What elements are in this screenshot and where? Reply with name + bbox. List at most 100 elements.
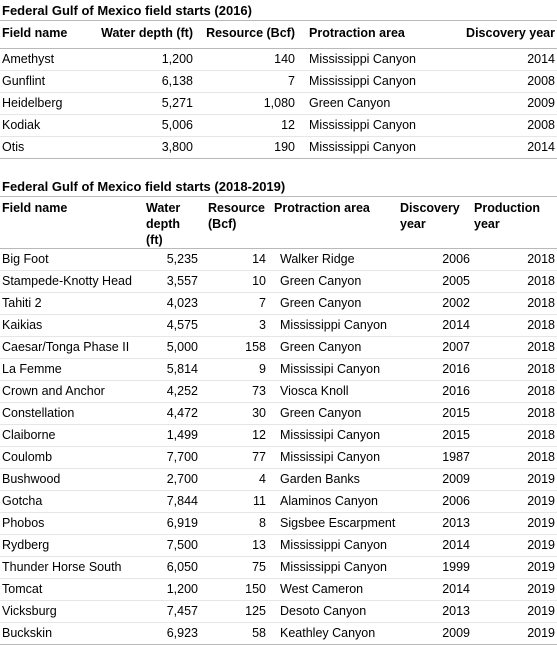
- cell-discovery-year: 2014: [398, 534, 472, 557]
- cell-production-year: 2019: [472, 556, 557, 579]
- cell-resource: 4: [202, 468, 272, 491]
- header-water-depth: Water depth (ft): [101, 26, 193, 40]
- table-row: Stampede-Knotty Head 3,557 10 Green Canyon 2…: [0, 270, 557, 293]
- cell-discovery-year: 1987: [398, 446, 472, 469]
- cell-water-depth: 7,700: [140, 446, 202, 469]
- cell-water-depth: 5,271: [92, 92, 195, 115]
- cell-field-name: Kaikias: [0, 314, 140, 337]
- table-row: Phobos 6,919 8 Sigsbee Escarpment 2013 2019: [0, 512, 557, 535]
- cell-discovery-year: 1999: [398, 556, 472, 579]
- cell-discovery-year: 2009: [422, 92, 557, 115]
- header-production-year: Production year: [474, 201, 540, 231]
- cell-field-name: Coulomb: [0, 446, 140, 469]
- cell-water-depth: 3,557: [140, 270, 202, 293]
- cell-protraction-area: Green Canyon: [272, 336, 398, 359]
- table-2016-header-row: Field name Water depth (ft) Resource (Bc…: [0, 21, 557, 48]
- table-2016: Field name Water depth (ft) Resource (Bc…: [0, 21, 557, 159]
- cell-resource: 11: [202, 490, 272, 513]
- table-row: Tomcat 1,200 150 West Cameron 2014 2019: [0, 578, 557, 601]
- table-row: Tahiti 2 4,023 7 Green Canyon 2002 2018: [0, 292, 557, 315]
- cell-discovery-year: 2014: [422, 136, 557, 159]
- table-row: Vicksburg 7,457 125 Desoto Canyon 2013 2019: [0, 600, 557, 623]
- cell-protraction-area: Viosca Knoll: [272, 380, 398, 403]
- cell-protraction-area: Mississippi Canyon: [272, 556, 398, 579]
- cell-resource: 7: [195, 70, 297, 93]
- cell-field-name: La Femme: [0, 358, 140, 381]
- cell-water-depth: 6,919: [140, 512, 202, 535]
- cell-resource: 10: [202, 270, 272, 293]
- cell-production-year: 2019: [472, 578, 557, 601]
- cell-protraction-area: Green Canyon: [297, 92, 422, 115]
- cell-production-year: 2018: [472, 358, 557, 381]
- table-row: Heidelberg 5,271 1,080 Green Canyon 2009: [0, 92, 557, 115]
- cell-protraction-area: Mississippi Canyon: [272, 534, 398, 557]
- cell-field-name: Tahiti 2: [0, 292, 140, 315]
- cell-discovery-year: 2016: [398, 358, 472, 381]
- cell-water-depth: 2,700: [140, 468, 202, 491]
- cell-water-depth: 7,457: [140, 600, 202, 623]
- table-2018-2019: Field name Water depth (ft) Resource (Bcf) Pr…: [0, 197, 557, 645]
- table-row: Constellation 4,472 30 Green Canyon 2015 2018: [0, 402, 557, 425]
- table-row: Amethyst 1,200 140 Mississippi Canyon 2014: [0, 48, 557, 71]
- cell-protraction-area: Mississippi Canyon: [297, 70, 422, 93]
- cell-water-depth: 1,200: [92, 48, 195, 71]
- header-discovery-year: Discovery year: [400, 201, 460, 231]
- cell-discovery-year: 2006: [398, 248, 472, 271]
- cell-discovery-year: 2002: [398, 292, 472, 315]
- table-row: Gunflint 6,138 7 Mississippi Canyon 2008: [0, 70, 557, 93]
- cell-discovery-year: 2013: [398, 512, 472, 535]
- cell-resource: 3: [202, 314, 272, 337]
- table-row: Caesar/Tonga Phase II 5,000 158 Green Canyo…: [0, 336, 557, 359]
- cell-production-year: 2018: [472, 248, 557, 271]
- cell-discovery-year: 2014: [398, 314, 472, 337]
- cell-discovery-year: 2015: [398, 402, 472, 425]
- cell-resource: 190: [195, 136, 297, 159]
- cell-protraction-area: Sigsbee Escarpment: [272, 512, 398, 535]
- cell-water-depth: 6,050: [140, 556, 202, 579]
- cell-discovery-year: 2008: [422, 70, 557, 93]
- cell-resource: 158: [202, 336, 272, 359]
- table-row: Big Foot 5,235 14 Walker Ridge 2006 2018: [0, 248, 557, 271]
- header-resource: Resource (Bcf): [208, 201, 265, 231]
- table-2018-2019-title: Federal Gulf of Mexico field starts (201…: [0, 176, 557, 197]
- cell-protraction-area: Green Canyon: [272, 402, 398, 425]
- cell-protraction-area: Alaminos Canyon: [272, 490, 398, 513]
- table-row: La Femme 5,814 9 Mississipi Canyon 2016 2018: [0, 358, 557, 381]
- table-2018-2019-header-row: Field name Water depth (ft) Resource (Bcf) Pr…: [0, 197, 557, 249]
- cell-water-depth: 7,844: [140, 490, 202, 513]
- table-row: Thunder Horse South 6,050 75 Mississippi Ca…: [0, 556, 557, 579]
- cell-production-year: 2018: [472, 402, 557, 425]
- cell-protraction-area: Mississipi Canyon: [272, 358, 398, 381]
- cell-protraction-area: West Cameron: [272, 578, 398, 601]
- cell-production-year: 2018: [472, 314, 557, 337]
- cell-field-name: Otis: [0, 136, 92, 159]
- cell-protraction-area: Mississippi Canyon: [297, 136, 422, 159]
- cell-discovery-year: 2014: [398, 578, 472, 601]
- cell-resource: 30: [202, 402, 272, 425]
- cell-field-name: Big Foot: [0, 248, 140, 271]
- cell-field-name: Caesar/Tonga Phase II: [0, 336, 140, 359]
- cell-production-year: 2018: [472, 292, 557, 315]
- cell-discovery-year: 2015: [398, 424, 472, 447]
- header-water-depth: Water depth (ft): [146, 201, 181, 247]
- header-discovery-year: Discovery year: [466, 26, 555, 40]
- cell-production-year: 2019: [472, 468, 557, 491]
- cell-discovery-year: 2009: [398, 468, 472, 491]
- cell-field-name: Tomcat: [0, 578, 140, 601]
- cell-water-depth: 3,800: [92, 136, 195, 159]
- cell-resource: 1,080: [195, 92, 297, 115]
- table-2018-2019-section: Federal Gulf of Mexico field starts (201…: [0, 176, 557, 645]
- cell-discovery-year: 2014: [422, 48, 557, 71]
- cell-protraction-area: Green Canyon: [272, 292, 398, 315]
- table-2016-section: Federal Gulf of Mexico field starts (201…: [0, 0, 557, 159]
- cell-resource: 9: [202, 358, 272, 381]
- cell-field-name: Thunder Horse South: [0, 556, 140, 579]
- cell-water-depth: 1,499: [140, 424, 202, 447]
- cell-protraction-area: Mississipi Canyon: [272, 446, 398, 469]
- cell-production-year: 2019: [472, 490, 557, 513]
- cell-resource: 150: [202, 578, 272, 601]
- table-2016-title: Federal Gulf of Mexico field starts (201…: [0, 0, 557, 21]
- cell-field-name: Kodiak: [0, 114, 92, 137]
- cell-resource: 12: [195, 114, 297, 137]
- cell-resource: 75: [202, 556, 272, 579]
